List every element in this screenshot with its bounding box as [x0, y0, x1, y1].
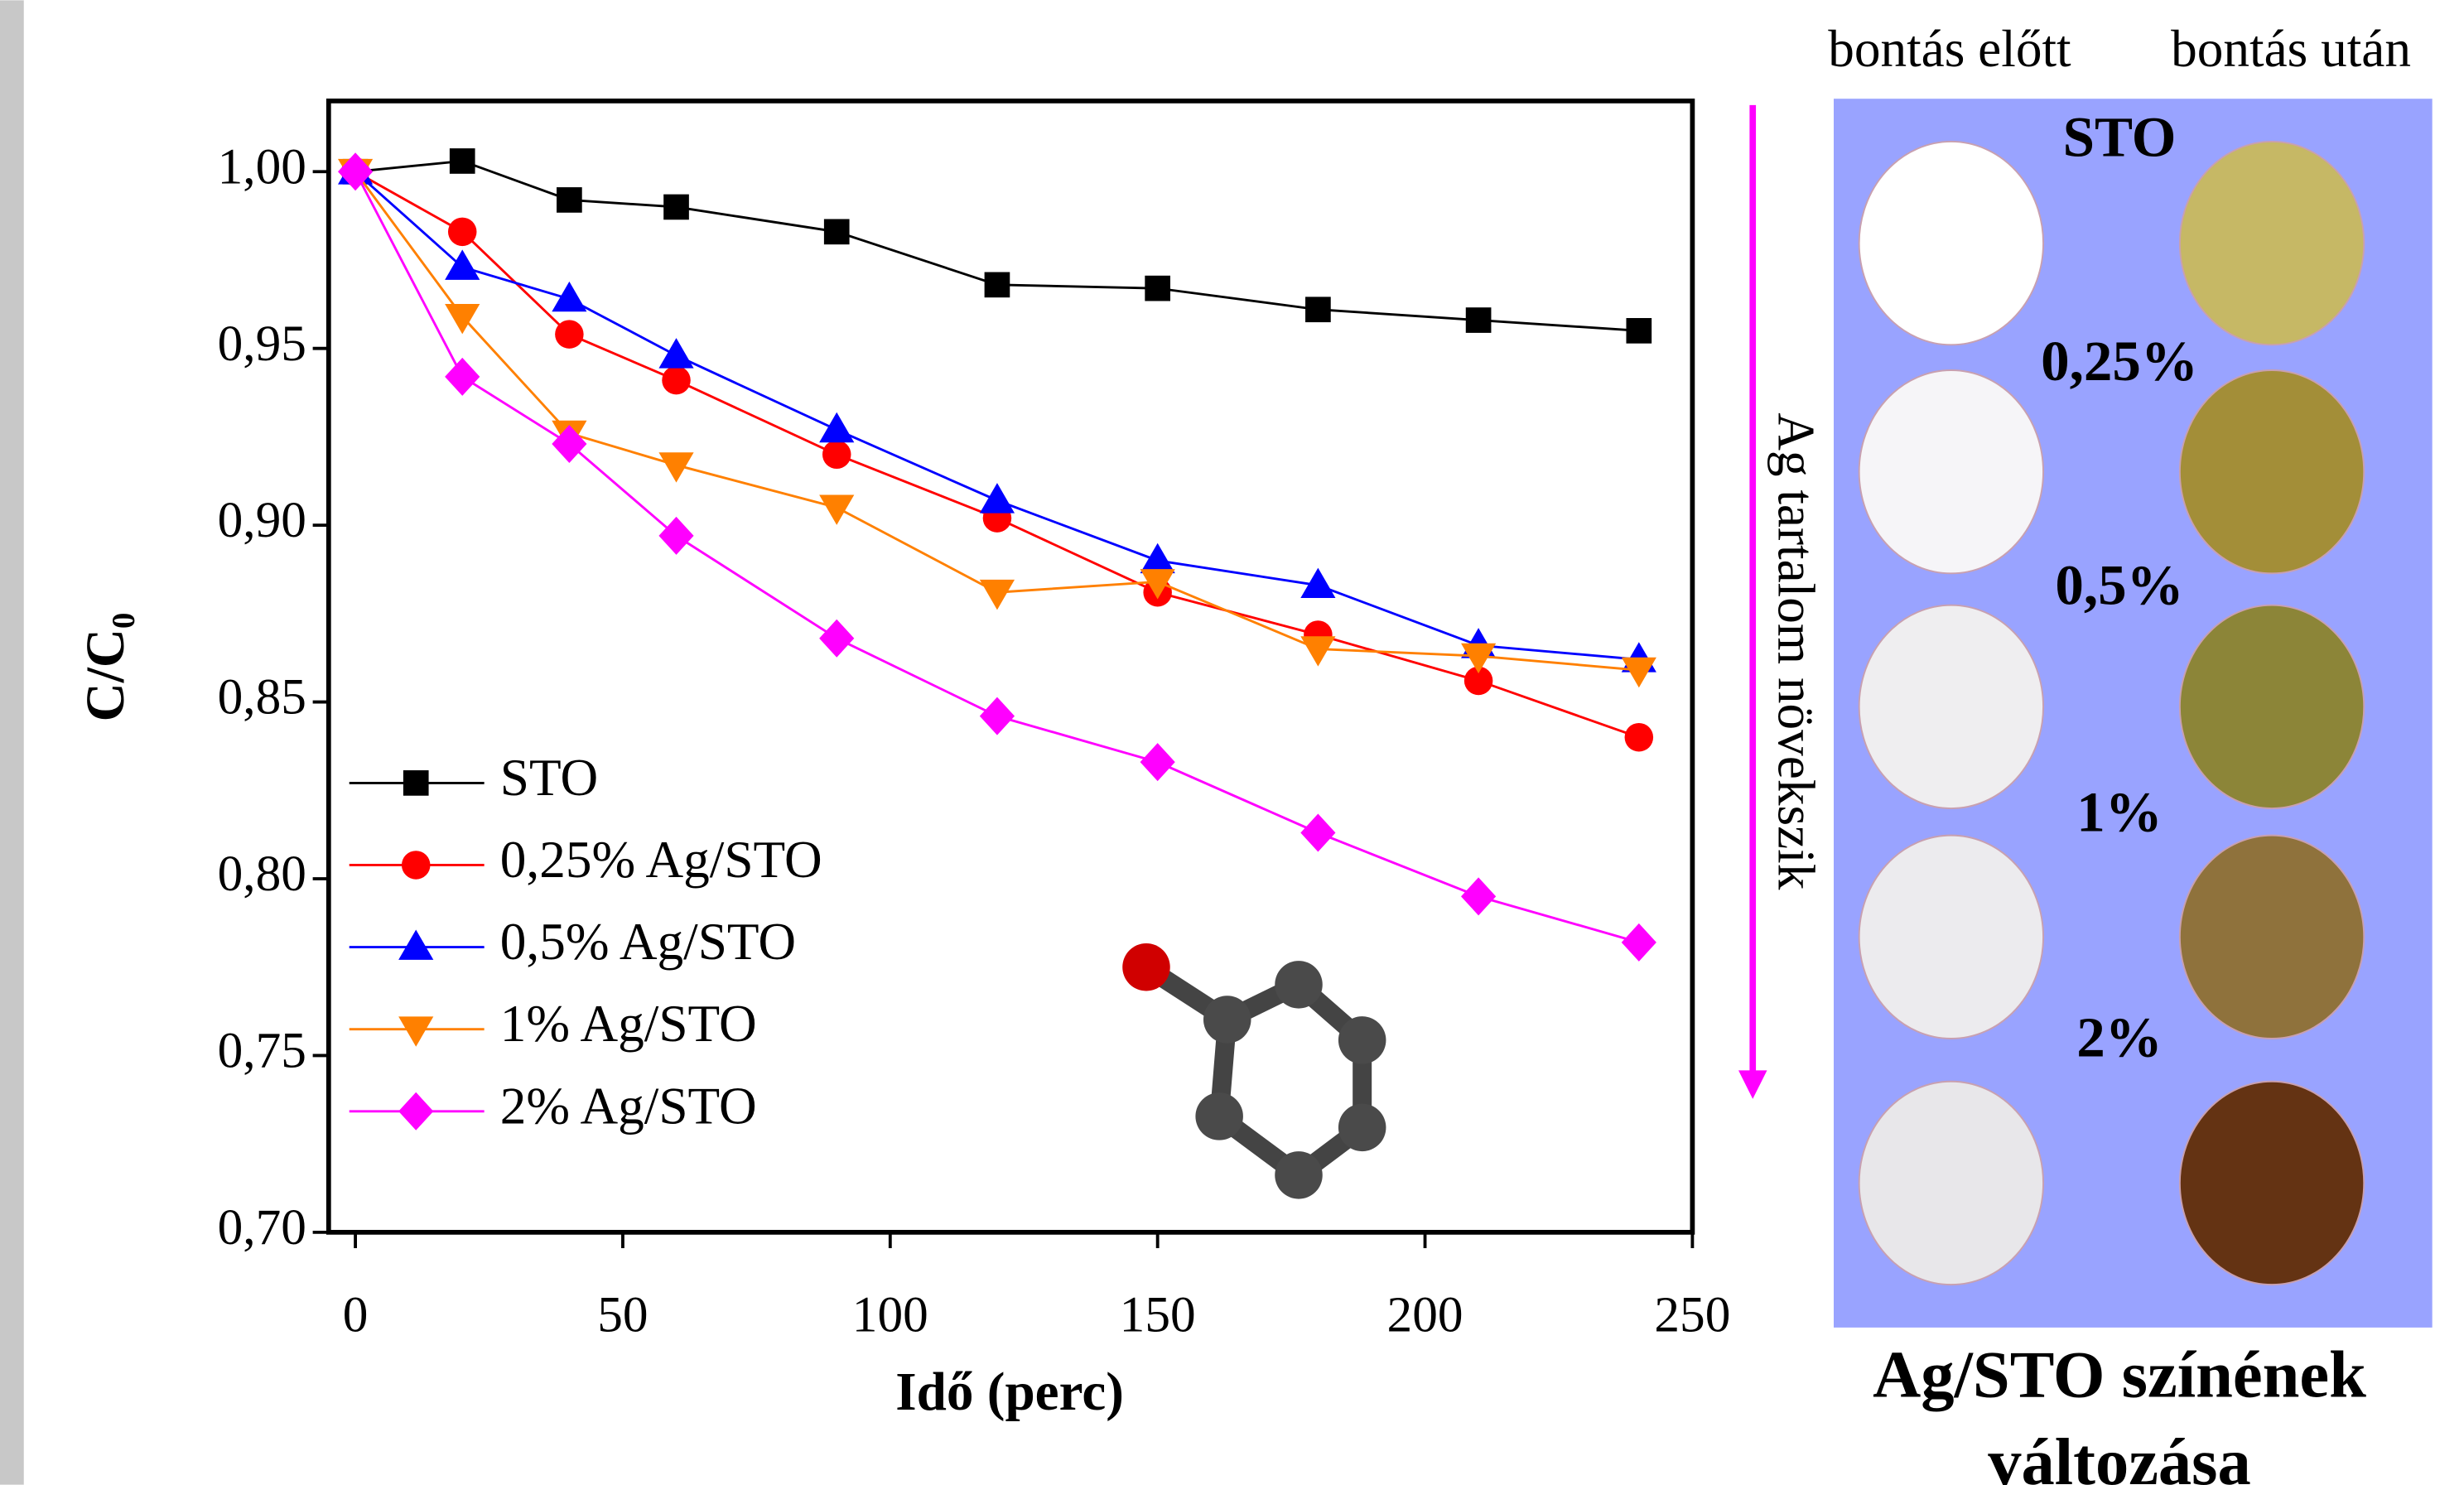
- y-tick-label: 1,00: [218, 138, 306, 195]
- x-tick-label: 100: [852, 1286, 928, 1343]
- sample-before: [1859, 605, 2043, 808]
- marker: [448, 218, 477, 247]
- x-tick-label: 0: [343, 1286, 369, 1343]
- legend-label: 0,5% Ag/STO: [500, 913, 796, 971]
- marker: [662, 366, 691, 395]
- sample-after: [2180, 836, 2364, 1039]
- marker: [403, 770, 429, 796]
- y-tick-label: 0,75: [218, 1023, 306, 1079]
- marker: [1461, 644, 1496, 673]
- marker: [980, 580, 1015, 610]
- arrow-head: [1738, 1070, 1767, 1099]
- y-tick-label: 0,70: [218, 1199, 306, 1256]
- marker: [1145, 276, 1170, 301]
- marker: [819, 620, 854, 658]
- marker: [985, 272, 1010, 298]
- side-stripe: [0, 0, 24, 1484]
- marker: [1461, 877, 1496, 915]
- marker: [824, 219, 850, 244]
- sample-before: [1859, 1082, 2043, 1285]
- marker: [1300, 636, 1335, 666]
- sample-before: [1859, 836, 2043, 1039]
- atoms: [1122, 943, 1386, 1199]
- sample-after: [2180, 1082, 2364, 1285]
- sample-label: 0,5%: [2055, 553, 2183, 616]
- y-axis-label: C/C₀: [76, 613, 136, 722]
- panel-header: bontás előtt: [1828, 20, 2071, 78]
- marker: [1622, 923, 1656, 962]
- series-line: [355, 171, 1639, 737]
- marker: [1625, 723, 1654, 752]
- marker: [1140, 543, 1175, 573]
- plot-frame: [329, 101, 1693, 1232]
- marker: [819, 494, 854, 524]
- panel-caption: Ag/STO színének: [1873, 1338, 2366, 1412]
- marker: [1466, 307, 1492, 333]
- sample-before: [1859, 142, 2043, 345]
- marker: [445, 358, 480, 396]
- marker: [1626, 318, 1652, 344]
- y-tick-label: 0,90: [218, 492, 306, 548]
- panel-caption: változása: [1988, 1425, 2250, 1485]
- marker: [1305, 297, 1331, 322]
- sample-label: 0,25%: [2041, 330, 2198, 393]
- series-line: [355, 161, 1639, 330]
- panel-header: bontás után: [2171, 20, 2411, 78]
- y-tick-label: 0,85: [218, 669, 306, 726]
- marker: [658, 517, 693, 555]
- sample-after: [2180, 370, 2364, 573]
- marker: [398, 1016, 433, 1046]
- arrow-label: Ag tartalom növekszik: [1767, 412, 1825, 890]
- marker: [450, 148, 475, 174]
- marker: [398, 930, 433, 960]
- marker: [1300, 813, 1335, 851]
- x-tick-label: 250: [1654, 1286, 1730, 1343]
- molecule: [1146, 967, 1362, 1175]
- x-tick-label: 50: [597, 1286, 648, 1343]
- marker: [557, 187, 582, 213]
- page: Idő (perc) C/C₀ Ag tartalom növekszik bo…: [0, 0, 2464, 1485]
- marker: [658, 338, 693, 368]
- x-tick-label: 150: [1120, 1286, 1196, 1343]
- marker: [1140, 743, 1175, 781]
- marker: [445, 249, 480, 279]
- sample-after: [2180, 605, 2364, 808]
- marker: [663, 195, 689, 220]
- marker: [980, 483, 1015, 513]
- marker: [402, 851, 431, 880]
- x-tick-label: 200: [1387, 1286, 1463, 1343]
- sample-after: [2180, 142, 2364, 345]
- x-axis-label: Idő (perc): [895, 1362, 1124, 1422]
- sample-before: [1859, 370, 2043, 573]
- marker: [552, 425, 586, 463]
- sample-label: 1%: [2076, 780, 2162, 843]
- figure: Idő (perc) C/C₀ Ag tartalom növekszik bo…: [0, 0, 2464, 1485]
- legend-label: STO: [500, 749, 598, 807]
- y-tick-label: 0,80: [218, 846, 306, 902]
- sample-label: STO: [2063, 106, 2177, 169]
- marker: [338, 152, 373, 190]
- marker: [555, 320, 584, 349]
- marker: [980, 697, 1015, 735]
- legend-label: 2% Ag/STO: [500, 1077, 757, 1135]
- marker: [552, 282, 586, 311]
- sample-label: 2%: [2076, 1006, 2162, 1069]
- legend-label: 1% Ag/STO: [500, 995, 757, 1053]
- marker: [398, 1092, 433, 1131]
- legend-label: 0,25% Ag/STO: [500, 831, 822, 889]
- marker: [822, 441, 851, 470]
- y-tick-label: 0,95: [218, 316, 306, 372]
- marker: [1622, 658, 1656, 687]
- marker: [819, 412, 854, 442]
